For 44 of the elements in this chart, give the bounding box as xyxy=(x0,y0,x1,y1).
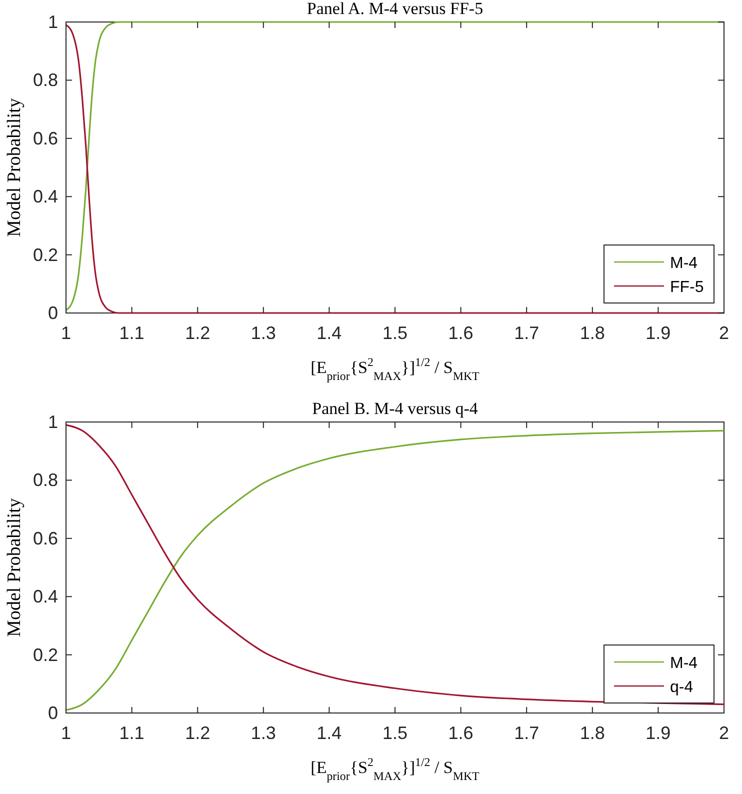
x-tick-label: 1.8 xyxy=(580,323,605,343)
x-tick-label: 1.1 xyxy=(119,323,144,343)
chart-title: Panel A. M-4 versus FF-5 xyxy=(306,0,484,18)
y-tick-label: 0.8 xyxy=(32,470,58,490)
y-tick-label: 0.4 xyxy=(32,586,58,607)
x-tick-label: 1.2 xyxy=(185,323,210,343)
y-tick-label: 0 xyxy=(48,303,58,323)
x-tick-label: 1.3 xyxy=(250,723,276,743)
legend-label: M-4 xyxy=(670,655,698,672)
y-tick-label: 0 xyxy=(48,703,58,723)
x-tick-label: 1.9 xyxy=(646,723,671,743)
x-tick-label: 1.5 xyxy=(382,323,408,343)
y-tick-label: 0.6 xyxy=(32,128,58,148)
text: [E$_{prior}${S$^{2}$$_{MAX}$}]$^{1/2}$ / S$_{MKT}$ xyxy=(310,355,480,383)
x-tick-label: 1.9 xyxy=(646,323,671,343)
x-tick-label: 1.7 xyxy=(514,323,540,343)
chart-title: Panel B. M-4 versus q-4 xyxy=(312,399,478,418)
x-tick-label: 1.8 xyxy=(580,723,605,743)
x-tick-label: 1.3 xyxy=(250,323,276,343)
x-tick-label: 1.6 xyxy=(448,723,474,743)
y-tick-label: 1 xyxy=(48,12,58,32)
y-tick-label: 0.2 xyxy=(32,244,58,265)
y-tick-label: 0.4 xyxy=(32,186,58,207)
x-tick-label: 1 xyxy=(60,323,72,343)
legend-label: M-4 xyxy=(670,255,698,272)
x-tick-label: 1 xyxy=(60,723,72,743)
x-tick-label: 1.6 xyxy=(448,323,474,343)
x-tick-label: 2 xyxy=(718,323,730,343)
x-tick-label: 1.4 xyxy=(316,323,342,343)
x-tick-label: 2 xyxy=(718,723,730,743)
x-tick-label: 1.1 xyxy=(119,723,144,743)
y-tick-label: 1 xyxy=(48,412,58,432)
y-tick-label: 0.2 xyxy=(32,644,58,665)
y-axis-title: Model Probability xyxy=(4,98,25,237)
y-axis-title: Model Probability xyxy=(4,498,25,637)
x-tick-label: 1.4 xyxy=(316,723,342,743)
legend-label: q-4 xyxy=(670,679,694,696)
x-tick-label: 1.2 xyxy=(185,723,210,743)
legend-label: FF-5 xyxy=(670,279,704,296)
text: [E$_{prior}${S$^{2}$$_{MAX}$}]$^{1/2}$ / S$_{MKT}$ xyxy=(310,755,480,783)
y-tick-label: 0.6 xyxy=(32,528,58,548)
x-tick-label: 1.7 xyxy=(514,723,540,743)
x-tick-label: 1.5 xyxy=(382,723,408,743)
y-tick-label: 0.8 xyxy=(32,70,58,90)
